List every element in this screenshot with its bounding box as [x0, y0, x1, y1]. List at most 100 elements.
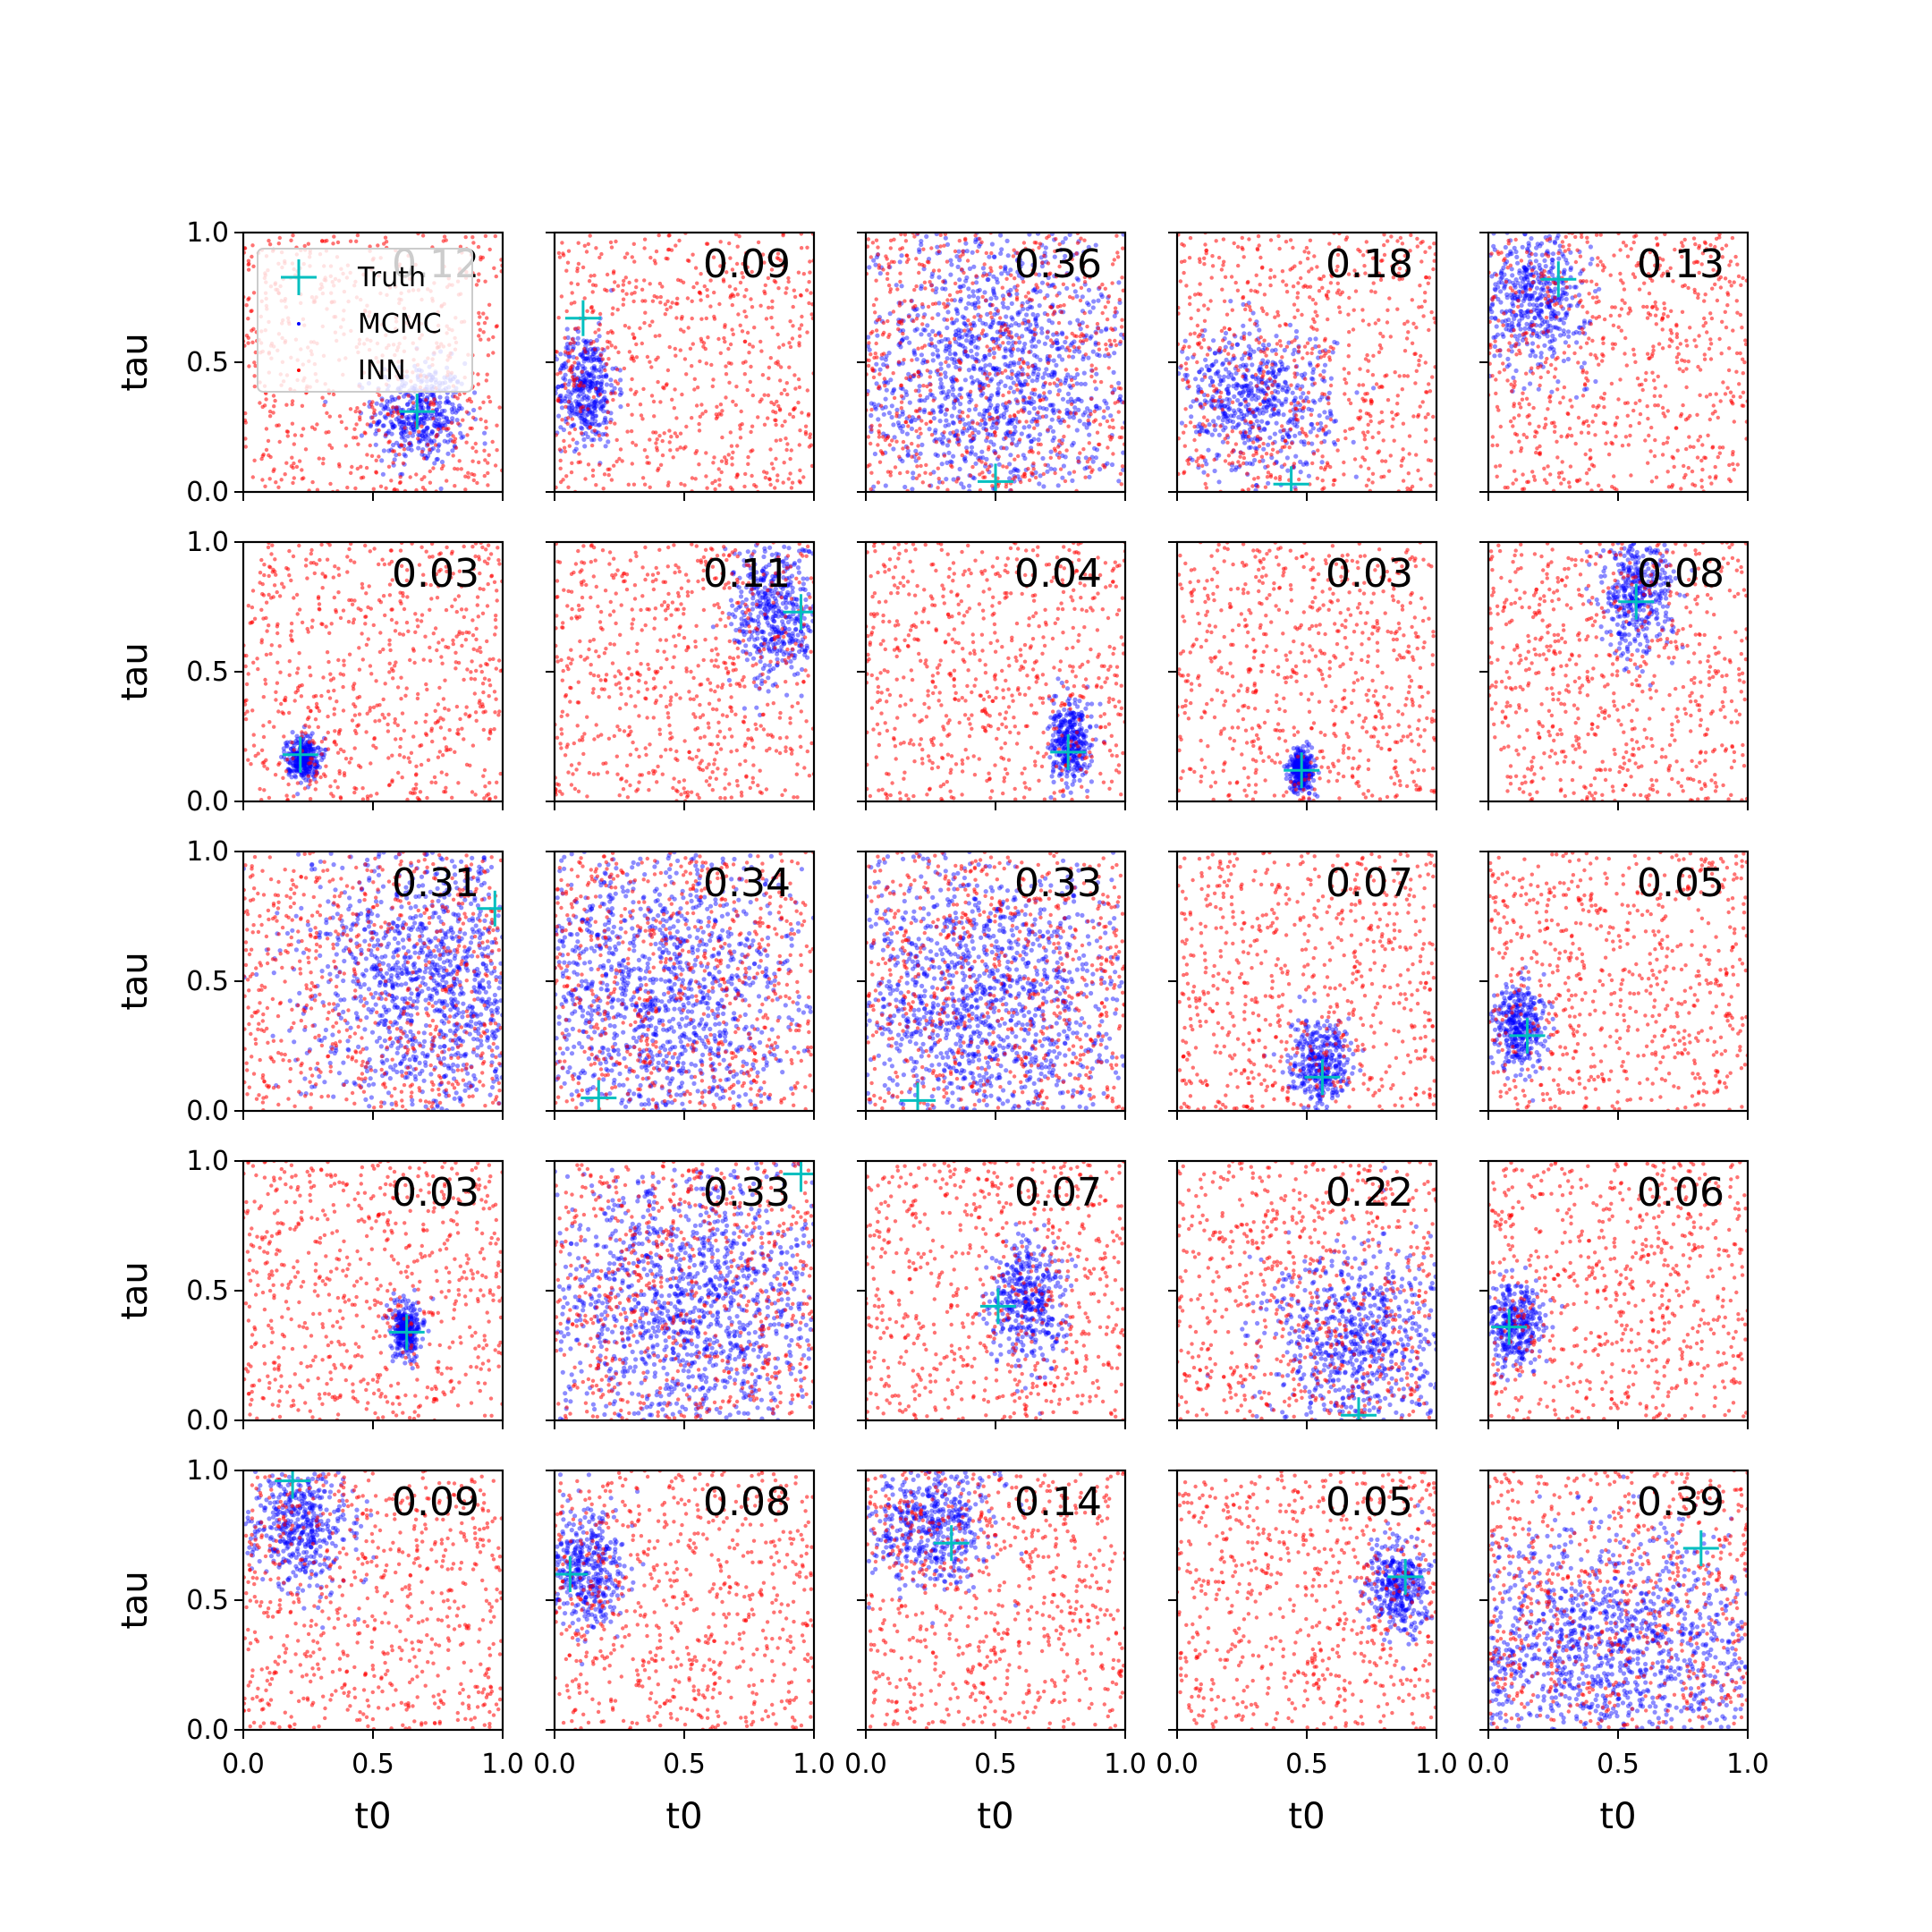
mcmc-point: [1033, 321, 1039, 326]
mcmc-point: [598, 385, 605, 390]
mcmc-point: [584, 419, 589, 424]
mcmc-point: [561, 427, 567, 433]
inn-point: [603, 368, 607, 373]
mcmc-point: [1284, 367, 1289, 372]
inn-point: [277, 235, 282, 241]
inn-point: [1074, 367, 1079, 372]
mcmc-point: [1301, 439, 1307, 445]
mcmc-point: [1273, 362, 1278, 368]
mcmc-point: [376, 420, 381, 426]
mcmc-point: [588, 372, 594, 377]
inn-point: [1233, 280, 1238, 285]
inn-point: [604, 426, 609, 430]
mcmc-point: [1049, 374, 1055, 379]
inn-point: [704, 361, 708, 366]
inn-point: [580, 265, 586, 270]
mcmc-point: [1242, 440, 1248, 445]
mcmc-point: [938, 366, 944, 371]
inn-point: [993, 433, 998, 438]
inn-point: [650, 319, 655, 324]
inn-point: [1431, 414, 1436, 419]
inn-point: [735, 244, 740, 249]
mcmc-point: [1082, 381, 1088, 386]
mcmc-point: [886, 351, 892, 356]
inn-point: [591, 394, 597, 400]
inn-point: [874, 328, 879, 333]
mcmc-point: [1118, 394, 1123, 399]
mcmc-point: [1252, 445, 1258, 451]
inn-point: [464, 410, 470, 414]
mcmc-point: [1300, 415, 1305, 420]
inn-point: [1056, 320, 1062, 326]
inn-point: [953, 377, 959, 382]
mcmc-point: [1265, 359, 1271, 364]
inn-point: [376, 243, 380, 248]
mcmc-point: [1216, 415, 1221, 420]
mcmc-point: [573, 388, 579, 394]
inn-point: [597, 255, 602, 260]
mcmc-point: [1108, 413, 1114, 419]
mcmc-point: [432, 420, 437, 426]
mcmc-point: [1063, 339, 1068, 345]
inn-point: [1046, 312, 1050, 318]
inn-point: [487, 453, 491, 457]
mcmc-point: [1257, 367, 1262, 372]
mcmc-point: [982, 353, 987, 359]
inn-point: [770, 326, 775, 330]
mcmc-point: [1048, 402, 1055, 408]
mcmc-point: [936, 312, 941, 318]
inn-point: [574, 356, 580, 360]
inn-point: [284, 429, 290, 434]
inn-point: [1021, 398, 1026, 402]
inn-point: [477, 310, 481, 316]
mcmc-point: [939, 439, 945, 445]
inn-point: [947, 340, 953, 345]
inn-point: [1056, 455, 1062, 460]
inn-point: [1272, 462, 1277, 466]
mcmc-point: [1119, 332, 1124, 337]
mcmc-point: [1007, 419, 1013, 424]
inn-point: [1030, 248, 1035, 253]
inn-point: [1042, 253, 1046, 258]
mcmc-point: [380, 423, 386, 428]
inn-point: [614, 437, 619, 443]
inn-point: [970, 420, 975, 425]
inn-point: [570, 349, 574, 353]
mcmc-point: [959, 328, 964, 334]
inn-point: [276, 423, 281, 428]
mcmc-point: [909, 418, 914, 424]
inn-point: [1365, 391, 1369, 396]
mcmc-point: [948, 272, 953, 277]
inn-point: [1196, 462, 1201, 468]
inn-point: [1417, 358, 1421, 363]
mcmc-point: [966, 286, 971, 292]
inn-point: [1198, 259, 1202, 265]
inn-point: [805, 388, 809, 393]
mcmc-point: [416, 445, 421, 451]
inn-point: [989, 268, 994, 274]
inn-point: [747, 351, 751, 355]
inn-point: [411, 401, 416, 405]
mcmc-point: [1268, 402, 1274, 408]
inn-point: [465, 398, 470, 402]
mcmc-point: [411, 429, 417, 435]
inn-point: [770, 299, 775, 303]
mcmc-point: [959, 481, 964, 487]
mcmc-point: [1287, 322, 1293, 327]
inn-point: [874, 238, 879, 242]
inn-point: [756, 415, 760, 419]
inn-point: [614, 239, 618, 244]
inn-point: [665, 307, 669, 312]
mcmc-point: [1278, 359, 1284, 364]
inn-point: [959, 395, 964, 400]
inn-point: [977, 305, 981, 309]
inn-point: [738, 436, 743, 440]
mcmc-point: [1019, 388, 1024, 394]
inn-point: [428, 480, 433, 485]
inn-point: [779, 365, 784, 369]
mcmc-point: [428, 438, 434, 444]
mcmc-point: [988, 439, 994, 445]
inn-point: [1110, 281, 1114, 285]
inn-point: [1188, 420, 1193, 425]
